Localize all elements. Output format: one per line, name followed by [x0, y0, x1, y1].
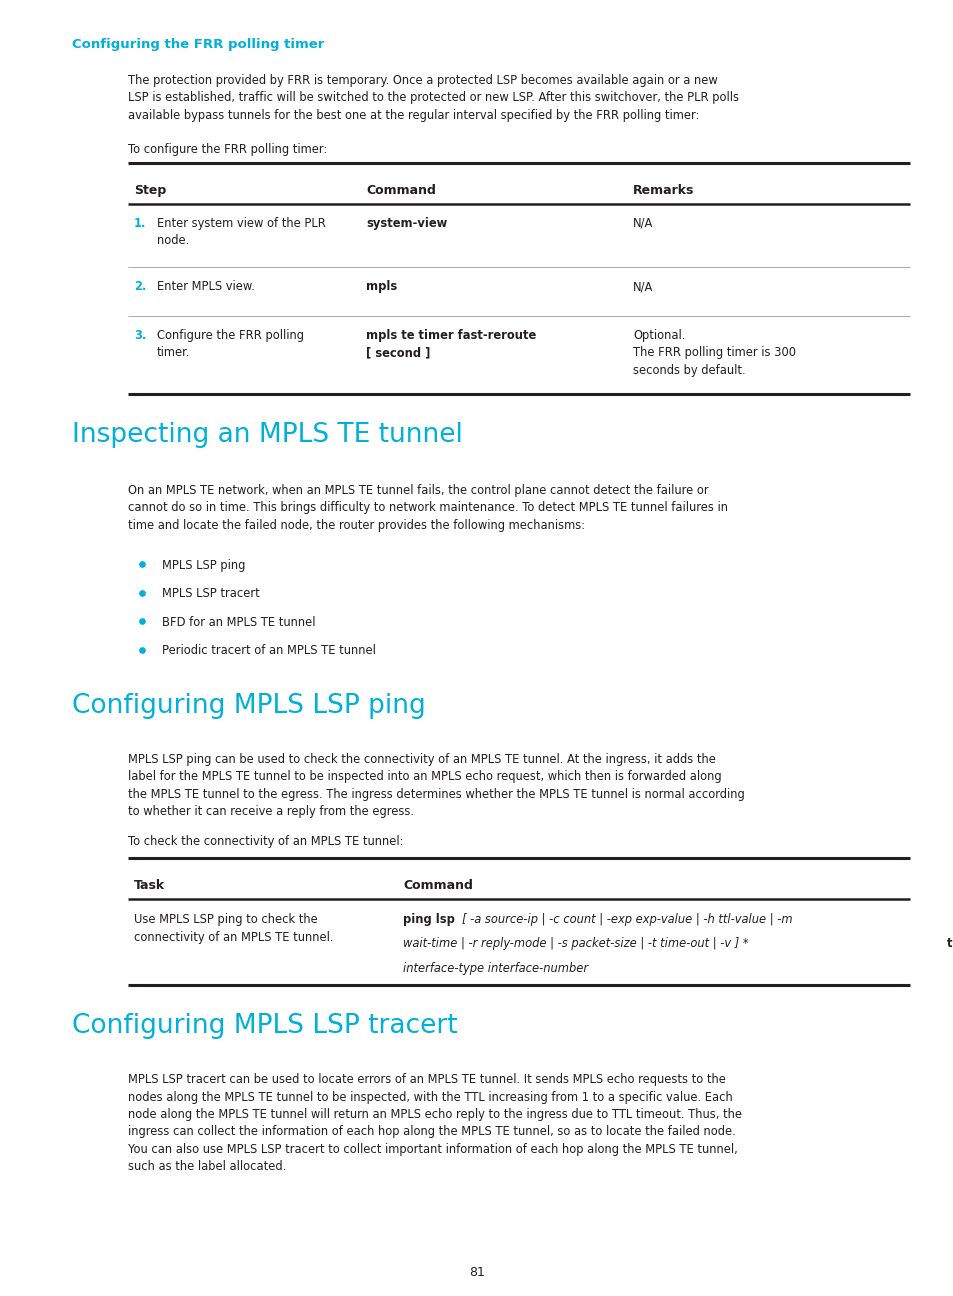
Text: Use MPLS LSP ping to check the
connectivity of an MPLS TE tunnel.: Use MPLS LSP ping to check the connectiv…: [133, 912, 334, 943]
Text: N/A: N/A: [633, 216, 653, 229]
Text: N/A: N/A: [633, 280, 653, 293]
Text: Configuring MPLS LSP ping: Configuring MPLS LSP ping: [71, 693, 425, 719]
Text: [ -a source-ip | -c count | -exp exp-value | -h ttl-value | -m: [ -a source-ip | -c count | -exp exp-val…: [462, 912, 792, 927]
Text: te: te: [942, 937, 953, 950]
Text: Remarks: Remarks: [633, 184, 694, 197]
Text: 2.: 2.: [133, 280, 146, 293]
Text: To check the connectivity of an MPLS TE tunnel:: To check the connectivity of an MPLS TE …: [128, 835, 403, 848]
Text: Command: Command: [366, 184, 436, 197]
Text: wait-time | -r reply-mode | -s packet-size | -t time-out | -v ] *: wait-time | -r reply-mode | -s packet-si…: [402, 937, 748, 950]
Text: Enter MPLS view.: Enter MPLS view.: [157, 280, 254, 293]
Text: Configuring the FRR polling timer: Configuring the FRR polling timer: [71, 38, 324, 51]
Text: Configuring MPLS LSP tracert: Configuring MPLS LSP tracert: [71, 1013, 457, 1039]
Text: Periodic tracert of an MPLS TE tunnel: Periodic tracert of an MPLS TE tunnel: [162, 644, 375, 657]
Text: Enter system view of the PLR
node.: Enter system view of the PLR node.: [157, 216, 326, 248]
Text: system-view: system-view: [366, 216, 447, 229]
Text: Task: Task: [133, 879, 165, 892]
Text: BFD for an MPLS TE tunnel: BFD for an MPLS TE tunnel: [162, 616, 315, 629]
Text: Step: Step: [133, 184, 166, 197]
Text: 3.: 3.: [133, 329, 146, 342]
Text: mpls te timer fast-reroute
[ second ]: mpls te timer fast-reroute [ second ]: [366, 329, 536, 359]
Text: ping lsp: ping lsp: [402, 912, 455, 927]
Text: On an MPLS TE network, when an MPLS TE tunnel fails, the control plane cannot de: On an MPLS TE network, when an MPLS TE t…: [128, 483, 727, 531]
Text: interface-type interface-number: interface-type interface-number: [402, 962, 587, 975]
Text: The protection provided by FRR is temporary. Once a protected LSP becomes availa: The protection provided by FRR is tempor…: [128, 74, 739, 122]
Text: Command: Command: [402, 879, 473, 892]
Text: MPLS LSP tracert: MPLS LSP tracert: [162, 587, 259, 600]
Text: MPLS LSP tracert can be used to locate errors of an MPLS TE tunnel. It sends MPL: MPLS LSP tracert can be used to locate e…: [128, 1073, 741, 1173]
Text: Configure the FRR polling
timer.: Configure the FRR polling timer.: [157, 329, 304, 359]
Text: 81: 81: [469, 1266, 484, 1279]
Text: mpls: mpls: [366, 280, 396, 293]
Text: MPLS LSP ping: MPLS LSP ping: [162, 559, 245, 572]
Text: To configure the FRR polling timer:: To configure the FRR polling timer:: [128, 143, 327, 156]
Text: Optional.
The FRR polling timer is 300
seconds by default.: Optional. The FRR polling timer is 300 s…: [633, 329, 795, 377]
Text: 1.: 1.: [133, 216, 146, 229]
Text: MPLS LSP ping can be used to check the connectivity of an MPLS TE tunnel. At the: MPLS LSP ping can be used to check the c…: [128, 753, 744, 819]
Text: Inspecting an MPLS TE tunnel: Inspecting an MPLS TE tunnel: [71, 422, 462, 448]
